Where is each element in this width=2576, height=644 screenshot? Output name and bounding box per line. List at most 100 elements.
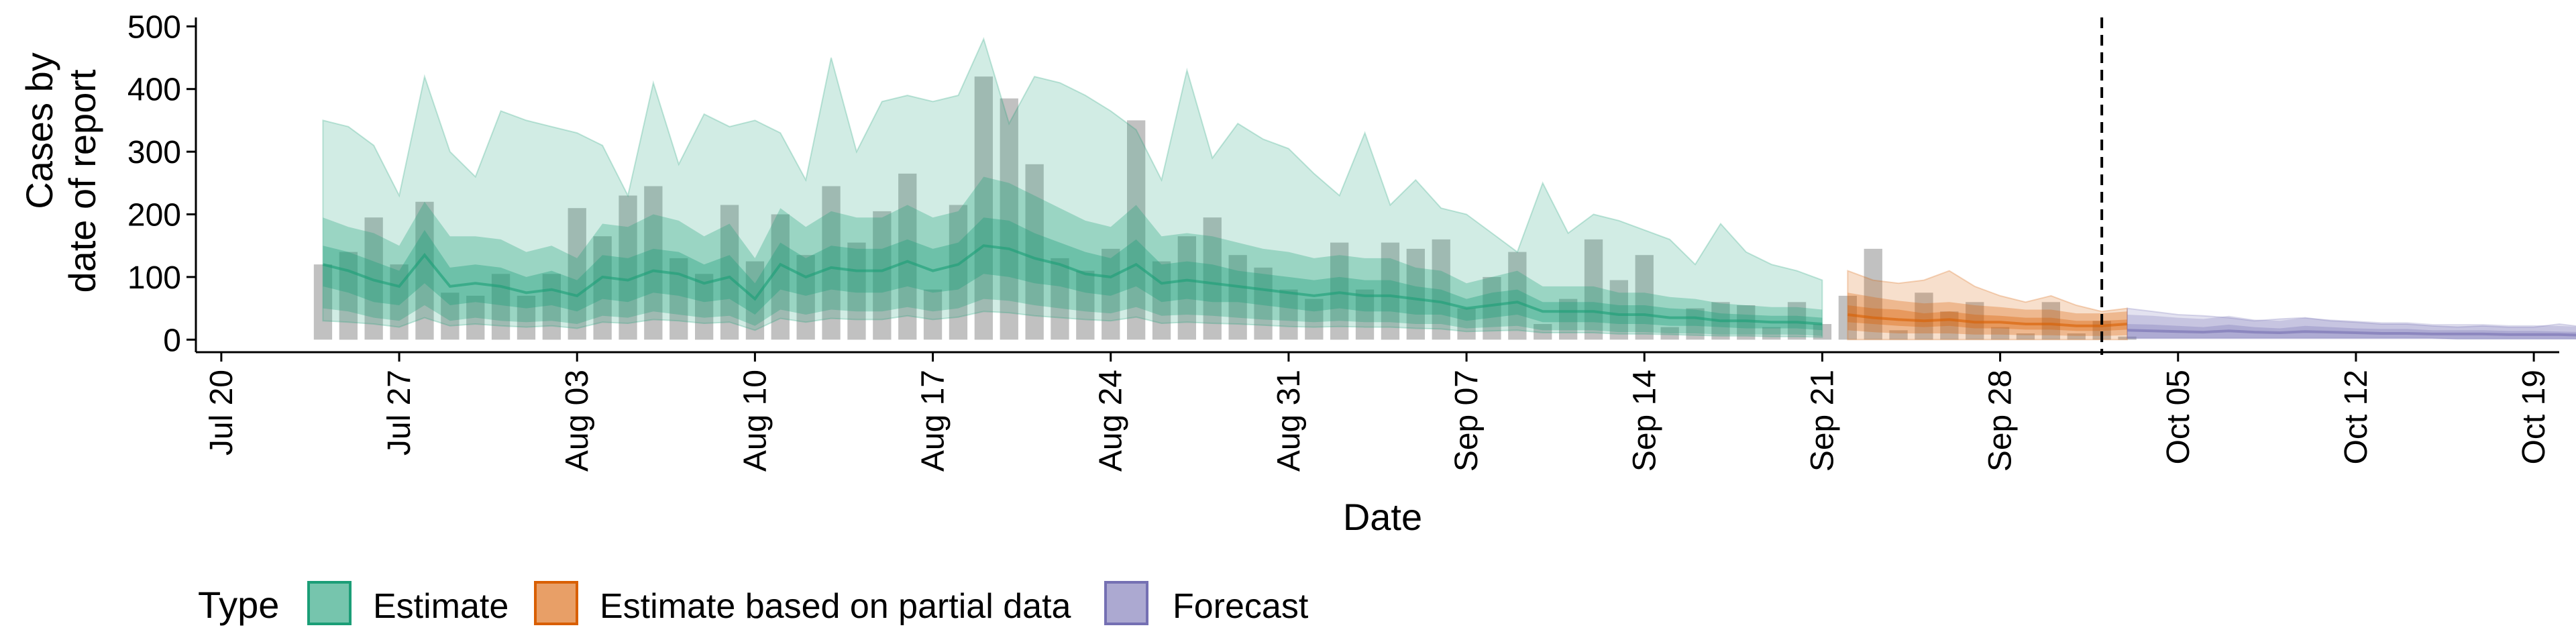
case-bar — [1127, 120, 1146, 340]
legend-label-partial: Estimate based on partial data — [600, 587, 1071, 626]
case-bar — [1381, 242, 1400, 340]
y-tick-label: 500 — [127, 9, 181, 45]
case-bar — [1940, 311, 1959, 340]
case-bar — [1457, 308, 1476, 340]
x-tick-label: Aug 10 — [737, 370, 773, 472]
y-axis-title-line1: Cases by — [18, 52, 60, 209]
case-bar — [1889, 330, 1908, 340]
case-bar — [669, 258, 688, 340]
case-bar — [1330, 242, 1349, 340]
x-tick-label: Aug 17 — [916, 370, 951, 472]
axes: 0 100 200 300 400 500 Jul 20 Jul 27 Aug 03 Aug 10… — [127, 9, 2559, 472]
case-bar — [644, 186, 663, 340]
case-bar — [542, 274, 561, 340]
x-tick-label: Jul 20 — [204, 370, 239, 455]
case-bar — [313, 264, 333, 340]
legend-key-estimate — [307, 581, 352, 625]
case-bar — [1584, 239, 1603, 340]
case-bar — [1838, 295, 1857, 340]
case-bar — [974, 76, 993, 340]
x-tick-label: Aug 03 — [559, 370, 595, 472]
x-tick-label: Oct 19 — [2516, 370, 2552, 464]
case-bar — [2118, 336, 2137, 340]
case-bar — [1432, 239, 1450, 340]
case-bar — [466, 295, 485, 340]
case-bar — [2016, 333, 2035, 340]
case-bar — [441, 292, 460, 340]
legend-label-forecast: Forecast — [1173, 587, 1309, 626]
x-tick-label: Sep 07 — [1449, 370, 1485, 472]
partial-band-outer — [1847, 270, 2128, 341]
case-bar — [415, 201, 434, 340]
legend: Type Estimate Estimate based on partial … — [198, 581, 1309, 626]
y-tick-label: 400 — [127, 72, 181, 108]
legend-label-estimate: Estimate — [373, 587, 508, 626]
case-bar — [1609, 280, 1628, 340]
case-bar — [2041, 302, 2060, 340]
case-bar — [1991, 327, 2010, 340]
x-axis-title: Date — [1343, 496, 1422, 538]
x-tick-label: Oct 12 — [2339, 370, 2374, 464]
case-bar — [1660, 327, 1679, 340]
case-bar — [1813, 324, 1832, 340]
x-tick-label: Sep 28 — [1983, 370, 2019, 472]
y-tick-label: 0 — [163, 323, 181, 358]
case-bar — [1228, 255, 1247, 340]
x-tick-label: Sep 21 — [1805, 370, 1840, 472]
case-bar — [847, 242, 866, 340]
case-bar — [923, 289, 943, 340]
estimate-ribbons — [322, 37, 2576, 341]
case-bar — [1534, 324, 1552, 340]
forecast-median-line — [2127, 329, 2576, 337]
estimate-median-line — [322, 244, 1823, 325]
legend-key-partial — [534, 581, 578, 625]
y-axis-title-line2: date of report — [61, 69, 103, 293]
case-bar — [1152, 261, 1171, 340]
case-bar — [1762, 327, 1781, 340]
observed-cases-bars — [313, 76, 2137, 340]
estimate-band-outer — [322, 37, 1823, 338]
case-bar — [771, 214, 790, 340]
case-bar — [1508, 252, 1527, 340]
x-tick-label: Oct 05 — [2161, 370, 2196, 464]
case-bar — [822, 186, 841, 340]
legend-title: Type — [198, 584, 279, 626]
case-bar — [1406, 248, 1425, 340]
case-bar — [1025, 164, 1044, 340]
case-bar — [1051, 258, 1069, 340]
case-bar — [1000, 98, 1018, 340]
case-bar — [1254, 267, 1273, 340]
case-bar — [593, 236, 612, 340]
case-bar — [1279, 289, 1298, 340]
partial-median-line — [1847, 313, 2128, 327]
case-bar — [1864, 248, 1882, 340]
case-bar — [796, 255, 815, 340]
case-bar — [2067, 333, 2086, 340]
case-bar — [1559, 299, 1578, 340]
estimate-band-50 — [323, 217, 1823, 331]
case-bar — [1102, 248, 1120, 340]
case-bar — [568, 208, 586, 340]
y-tick-label: 100 — [127, 260, 181, 296]
case-bar — [949, 205, 968, 340]
case-bar — [1076, 270, 1095, 340]
case-bar — [695, 274, 714, 340]
case-bar — [720, 205, 739, 340]
case-bar — [619, 195, 637, 340]
legend-key-forecast — [1104, 581, 1148, 625]
case-bar — [1177, 236, 1196, 340]
case-bar — [339, 252, 358, 340]
case-bar — [873, 211, 892, 340]
estimate-band-90 — [323, 176, 1823, 336]
case-bar — [1635, 255, 1654, 340]
y-tick-label: 300 — [127, 135, 181, 170]
case-bar — [1355, 289, 1375, 340]
case-bar — [1203, 217, 1222, 340]
y-tick-label: 200 — [127, 198, 181, 233]
case-bar — [517, 295, 536, 340]
x-tick-label: Aug 24 — [1093, 370, 1129, 472]
case-bar — [1915, 292, 1933, 340]
case-bar — [898, 173, 917, 340]
case-bar — [1483, 276, 1501, 340]
